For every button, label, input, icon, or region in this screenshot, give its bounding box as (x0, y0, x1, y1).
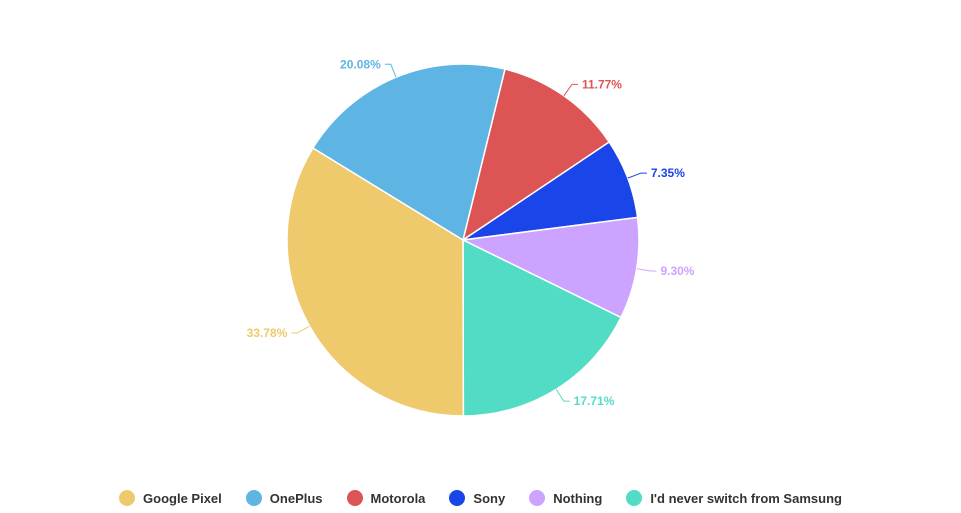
leader-line-oneplus (384, 63, 397, 78)
legend-label: Nothing (553, 490, 603, 506)
slice-label-nothing: 9.30% (660, 264, 694, 278)
leader-line-sony (627, 172, 647, 179)
legend-item-motorola[interactable]: Motorola (346, 490, 426, 506)
pie-slice-nothing[interactable] (460, 216, 640, 319)
legend-item-i-d-never-switch-from-samsung[interactable]: I'd never switch from Samsung (626, 490, 842, 506)
legend: Google Pixel OnePlus Motorola Sony Nothing I'… (0, 486, 961, 510)
legend-label: OnePlus (269, 490, 323, 506)
legend-swatch (245, 490, 262, 506)
slice-label-google-pixel: 33.78% (247, 326, 288, 340)
leader-line-google-pixel (291, 325, 310, 334)
leader-line-nothing (636, 268, 657, 272)
legend-swatch (119, 490, 136, 506)
legend-swatch (449, 490, 466, 506)
slice-label-sony: 7.35% (651, 166, 685, 180)
slice-label-i-d-never-switch-from-samsung: 17.71% (574, 394, 615, 408)
legend-item-google-pixel[interactable]: Google Pixel (119, 490, 222, 506)
slice-label-motorola: 11.77% (582, 77, 622, 91)
pie-plot-area: 11.77% 7.35% 9.30% 17.71% 33.78% 20.08% (247, 57, 695, 417)
legend-swatch (346, 490, 363, 506)
legend-label: I'd never switch from Samsung (650, 490, 842, 506)
leader-line-i-d-never-switch-from-samsung (555, 388, 570, 402)
leader-line-motorola (563, 83, 578, 97)
legend-item-oneplus[interactable]: OnePlus (245, 490, 323, 506)
legend-item-nothing[interactable]: Nothing (529, 490, 602, 506)
slice-label-oneplus: 20.08% (340, 57, 381, 71)
legend-label: Motorola (370, 490, 426, 506)
pie-slice-oneplus[interactable] (311, 63, 506, 242)
legend-swatch (626, 490, 643, 506)
legend-item-sony[interactable]: Sony (449, 490, 505, 506)
legend-label: Google Pixel (143, 490, 222, 506)
legend-swatch (529, 490, 546, 506)
legend-label: Sony (473, 490, 506, 506)
